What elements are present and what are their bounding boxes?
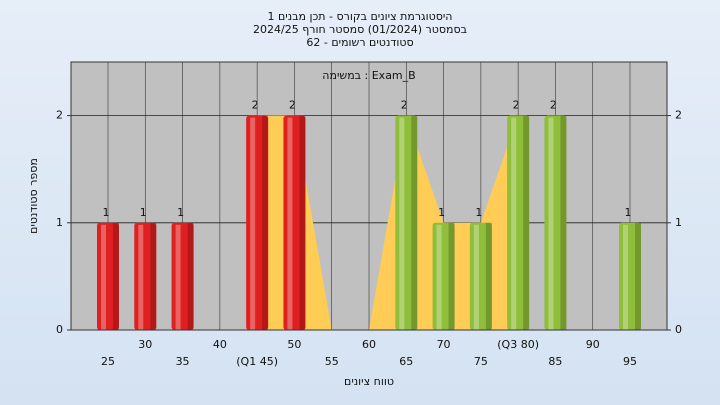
x-tick-label: (Q1 45)	[236, 355, 278, 368]
bar-highlight	[175, 224, 181, 330]
bar-shade	[411, 115, 418, 330]
chart-title: היסטוגרמת ציונים בקורס - תכן מבנים 1	[268, 10, 453, 23]
bar	[134, 222, 157, 330]
bar	[171, 222, 194, 330]
x-tick-label: (Q3 80)	[497, 338, 539, 351]
x-tick-label: 65	[399, 355, 413, 368]
x-tick-label: 60	[362, 338, 376, 351]
bar	[97, 222, 119, 330]
bar-highlight	[436, 224, 442, 330]
bar-highlight	[473, 224, 479, 330]
bar-shade	[635, 222, 641, 330]
value-label: 2	[289, 99, 296, 112]
value-label: 2	[513, 99, 520, 112]
bar-shade	[523, 115, 530, 330]
value-label: 1	[140, 206, 147, 219]
bar	[246, 115, 269, 330]
y-tick-label: 1	[56, 216, 63, 229]
chart-subtitle: בסמסטר (01/2024) סמסטר חורף 2024/25	[253, 23, 467, 36]
x-tick-label: 30	[138, 338, 152, 351]
plot-border	[70, 61, 668, 331]
y-tick-label: 2	[56, 109, 63, 122]
x-tick-label: 95	[623, 355, 637, 368]
x-tick-label: 35	[176, 355, 190, 368]
x-tick-label: 90	[586, 338, 600, 351]
x-tick-label: 70	[437, 338, 451, 351]
value-label: 2	[550, 99, 557, 112]
x-tick-label: 50	[287, 338, 301, 351]
value-label: 1	[177, 206, 184, 219]
value-label: 1	[475, 206, 482, 219]
bar-highlight	[623, 224, 628, 330]
x-tick-label: 25	[101, 355, 115, 368]
bar-shade	[299, 115, 306, 330]
bar-shade	[187, 222, 194, 330]
bar-shade	[448, 222, 455, 330]
bar-shade	[485, 222, 492, 330]
bar-shade	[150, 222, 157, 330]
bar-highlight	[138, 224, 144, 330]
y-axis-label: מספר סטודנטים	[27, 158, 40, 234]
bar	[544, 115, 567, 330]
x-tick-label: 85	[548, 355, 562, 368]
y-tick-label: 0	[56, 323, 63, 336]
bar-highlight	[548, 117, 554, 330]
x-tick-label: 40	[213, 338, 227, 351]
y2-tick-label: 0	[675, 323, 682, 336]
bar-shade	[262, 115, 269, 330]
bar	[469, 222, 492, 330]
bar	[283, 115, 306, 330]
y2-tick-label: 1	[675, 216, 682, 229]
value-label: 2	[252, 99, 259, 112]
bar-highlight	[399, 117, 405, 330]
bar	[507, 115, 530, 330]
bar-shade	[113, 222, 119, 330]
bar	[432, 222, 455, 330]
value-label: 1	[625, 206, 632, 219]
x-tick-label: 75	[474, 355, 488, 368]
x-axis-label: טווח ציונים	[344, 375, 394, 388]
value-label: 2	[401, 99, 408, 112]
x-tick-label: 55	[325, 355, 339, 368]
bar-shade	[560, 115, 567, 330]
y2-tick-label: 2	[675, 109, 682, 122]
chart-subtitle: סטודנטים רשומים - 62	[306, 36, 413, 49]
bar-highlight	[250, 117, 256, 330]
bar-highlight	[101, 224, 106, 330]
bar-highlight	[511, 117, 517, 330]
bar-highlight	[287, 117, 293, 330]
bar	[619, 222, 641, 330]
bar	[395, 115, 418, 330]
value-label: 1	[103, 206, 110, 219]
value-label: 1	[438, 206, 445, 219]
